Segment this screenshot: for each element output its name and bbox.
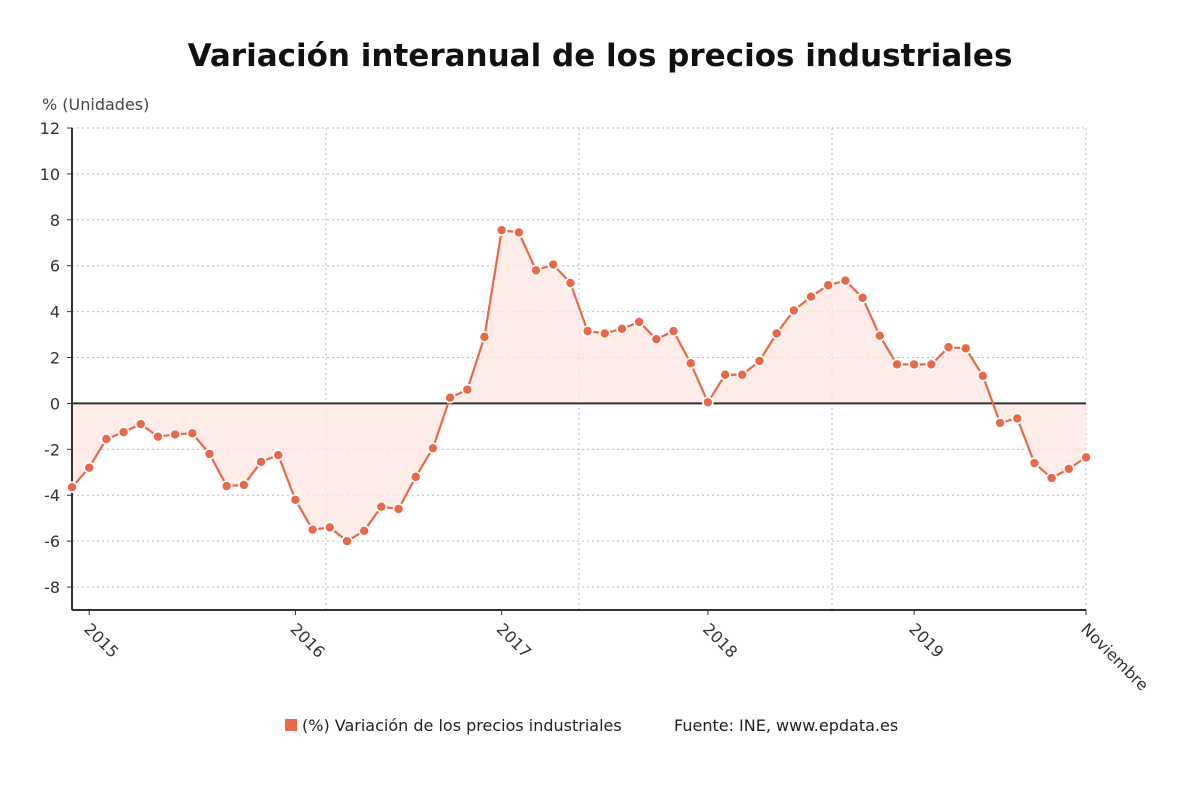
data-point [770, 327, 783, 340]
data-point [873, 329, 886, 342]
y-ticks: 12 10 8 6 4 2 0 -2 -4 -6 -8 [40, 119, 72, 597]
data-point [289, 494, 302, 506]
x-ticks: 2015 2016 2017 2018 2019 Noviembre [80, 610, 1152, 695]
data-point [169, 428, 181, 441]
data-point [444, 391, 456, 404]
data-point [581, 325, 594, 337]
data-point [908, 358, 920, 371]
data-point [392, 503, 405, 515]
data-point [650, 333, 663, 345]
area-fill [72, 230, 1086, 542]
chart-title: Variación interanual de los precios indu… [188, 38, 1013, 74]
data-point [203, 448, 216, 460]
data-point [564, 277, 577, 289]
data-point [152, 430, 164, 443]
data-point [238, 479, 250, 491]
y-tick-label: 4 [50, 303, 60, 322]
y-tick-label: 6 [50, 257, 60, 276]
data-point [83, 461, 95, 474]
data-point [1080, 451, 1092, 464]
series-points [66, 224, 1092, 547]
x-tick-label: 2018 [699, 619, 741, 661]
x-tick-label: 2015 [80, 619, 122, 661]
y-tick-label: 2 [50, 349, 60, 368]
legend: (%) Variación de los precios industriale… [285, 716, 898, 735]
grid [72, 127, 1087, 610]
x-tick-label: Noviembre [1077, 619, 1152, 694]
data-point [736, 368, 749, 381]
data-point [702, 396, 714, 409]
y-tick-label: -2 [44, 440, 60, 459]
data-point [409, 471, 422, 483]
data-point [633, 316, 645, 328]
data-point [839, 274, 852, 287]
data-point [427, 442, 439, 454]
data-point [323, 521, 336, 534]
data-point [805, 290, 817, 303]
legend-label: (%) Variación de los precios industriale… [302, 716, 622, 735]
data-point [117, 426, 130, 438]
area-path [72, 230, 1086, 542]
data-point [341, 535, 353, 547]
data-point [788, 304, 800, 317]
data-point [753, 355, 766, 367]
data-point [375, 500, 388, 513]
data-point [513, 226, 525, 239]
y-tick-label: 8 [50, 211, 60, 230]
data-point [461, 383, 474, 396]
data-point [891, 358, 903, 371]
data-point [598, 327, 611, 340]
data-point [547, 258, 560, 271]
data-point [1045, 472, 1058, 484]
axes [71, 128, 1086, 611]
data-point [478, 331, 491, 343]
x-tick-label: 2017 [493, 619, 535, 661]
data-point [100, 433, 113, 445]
x-tick-label: 2019 [905, 619, 947, 661]
data-point [495, 224, 508, 236]
data-point [994, 417, 1006, 429]
data-point [306, 523, 319, 536]
data-point [942, 341, 955, 353]
data-point [255, 456, 267, 468]
data-point [1063, 463, 1075, 475]
data-point [1011, 412, 1024, 425]
data-point [959, 342, 972, 355]
data-point [186, 427, 199, 440]
y-tick-label: -4 [44, 486, 60, 505]
y-tick-label: -6 [44, 532, 60, 551]
data-point [1028, 457, 1041, 469]
data-point [822, 279, 835, 292]
y-tick-label: 12 [40, 119, 60, 138]
data-point [66, 481, 78, 494]
data-point [134, 418, 147, 430]
data-point [616, 323, 628, 335]
data-point [667, 325, 680, 337]
legend-swatch [285, 719, 297, 731]
data-point [684, 357, 697, 370]
data-point [719, 368, 731, 381]
data-point [977, 370, 989, 382]
data-point [220, 480, 233, 492]
y-tick-label: 10 [40, 165, 60, 184]
x-tick-label: 2016 [287, 619, 329, 661]
source-label: Fuente: INE, www.epdata.es [674, 716, 898, 735]
data-point [358, 525, 370, 537]
data-point [530, 264, 542, 277]
y-axis-label: % (Unidades) [42, 95, 149, 114]
y-tick-label: -8 [44, 578, 60, 597]
data-point [856, 292, 869, 304]
y-tick-label: 0 [50, 394, 60, 413]
data-point [272, 449, 285, 461]
data-point [925, 358, 938, 371]
